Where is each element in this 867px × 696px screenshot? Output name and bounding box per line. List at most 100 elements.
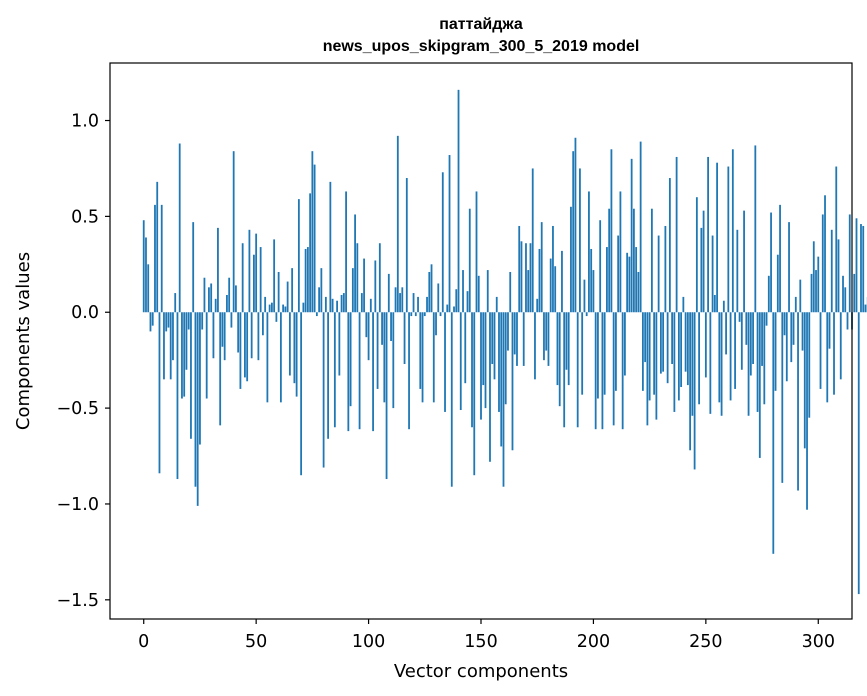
bar	[268, 304, 271, 313]
x-tick-label: 100	[352, 632, 385, 652]
bar	[192, 222, 195, 313]
bar	[194, 312, 197, 487]
bar-series	[142, 89, 867, 595]
bar	[511, 312, 514, 451]
bar	[320, 268, 323, 313]
bar	[619, 191, 622, 313]
bar	[646, 312, 649, 426]
bar	[441, 172, 444, 313]
bar	[349, 312, 352, 407]
bar	[286, 281, 289, 313]
bar	[698, 312, 700, 405]
bar	[230, 312, 233, 328]
bar	[354, 214, 356, 313]
bar	[156, 181, 159, 313]
bar	[556, 312, 559, 386]
bar	[219, 312, 222, 426]
bar	[783, 312, 786, 336]
bar	[491, 312, 494, 365]
bar	[785, 312, 788, 382]
bar	[165, 312, 168, 332]
bar	[518, 225, 521, 313]
bar	[372, 312, 374, 432]
bar	[574, 137, 577, 313]
bar	[507, 312, 509, 351]
bar	[412, 293, 415, 313]
bar	[345, 191, 347, 313]
bar	[293, 312, 296, 384]
bar	[828, 312, 831, 349]
bar	[628, 256, 631, 313]
bar	[812, 241, 815, 313]
bar	[426, 296, 428, 313]
x-tick-label: 250	[689, 632, 722, 652]
bar	[363, 258, 365, 313]
bar	[756, 312, 759, 412]
bar	[833, 312, 835, 395]
bar	[563, 312, 566, 428]
bar	[704, 312, 707, 378]
bar	[608, 208, 611, 313]
bar	[226, 294, 228, 313]
bar	[471, 312, 473, 428]
bar	[579, 168, 581, 313]
bar	[502, 312, 505, 487]
bar	[147, 264, 150, 313]
bar	[313, 164, 316, 313]
bar	[306, 247, 309, 313]
bar	[489, 312, 491, 462]
bar	[810, 273, 813, 313]
bar	[821, 214, 824, 313]
bar	[799, 279, 802, 313]
bar	[772, 312, 775, 554]
bar	[259, 247, 262, 313]
bar	[257, 312, 260, 361]
bar	[279, 312, 282, 403]
bar	[774, 312, 777, 391]
bar	[439, 312, 442, 317]
bar	[149, 312, 152, 332]
bar	[752, 312, 754, 365]
bar	[275, 312, 278, 322]
bar	[169, 312, 172, 380]
bar	[797, 312, 799, 491]
bar	[417, 296, 419, 313]
bar	[713, 294, 716, 313]
bar	[592, 270, 595, 313]
bar	[374, 260, 377, 313]
bar	[291, 268, 294, 313]
bar	[830, 229, 833, 313]
bar	[455, 289, 458, 313]
bar	[244, 312, 246, 378]
bar	[844, 287, 847, 313]
bar	[473, 312, 476, 476]
bar	[383, 312, 386, 403]
bar	[686, 312, 689, 386]
bar	[358, 312, 361, 430]
bar	[381, 312, 383, 345]
bar	[498, 312, 500, 412]
bar	[327, 312, 329, 439]
bar	[513, 312, 516, 355]
bar	[500, 312, 503, 447]
bar	[534, 312, 536, 380]
bar	[235, 285, 237, 313]
x-tick-label: 200	[577, 632, 610, 652]
bar	[792, 312, 795, 345]
bar	[495, 296, 498, 313]
bar	[853, 273, 856, 313]
bar	[729, 312, 732, 401]
bar	[311, 151, 314, 313]
bar	[210, 283, 213, 313]
bar	[626, 252, 629, 313]
chart-title-line1: паттайджа	[439, 16, 523, 33]
bar	[228, 277, 231, 313]
bar	[356, 243, 359, 313]
bar	[430, 264, 433, 313]
bar	[482, 312, 485, 386]
bar	[302, 302, 305, 313]
bar	[824, 195, 826, 313]
bar	[790, 312, 793, 363]
bar	[720, 312, 723, 416]
bar	[300, 312, 303, 476]
